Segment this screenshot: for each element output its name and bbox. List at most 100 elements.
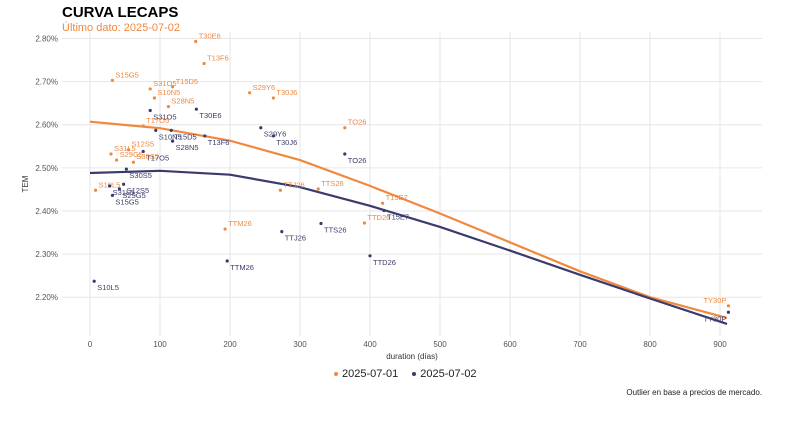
data-point	[319, 221, 323, 226]
point-label: TTJ26	[283, 180, 304, 189]
point-label: S29Y6	[264, 130, 287, 139]
point-label: T15D5	[174, 132, 197, 141]
y-tick-label: 2.30%	[35, 250, 58, 259]
data-point	[92, 279, 96, 283]
y-tick-label: 2.20%	[35, 293, 58, 302]
y-tick-label: 2.60%	[35, 121, 58, 130]
data-point	[169, 128, 173, 132]
legend-marker-series2	[412, 372, 417, 376]
point-label: TTS26	[324, 225, 347, 234]
data-point	[152, 96, 156, 100]
data-point	[124, 167, 128, 171]
data-point	[166, 104, 170, 109]
point-label: S12S5	[127, 186, 150, 195]
point-label: T30E6	[199, 31, 221, 40]
data-point	[202, 61, 206, 66]
point-label: S15G5	[115, 197, 138, 206]
data-point	[141, 149, 145, 154]
point-label: TTD26	[367, 213, 390, 222]
point-label: S12S5	[132, 140, 155, 149]
y-axis-label: TEM	[21, 175, 30, 192]
data-point	[148, 108, 152, 113]
legend-marker-series1	[334, 372, 338, 376]
point-label: S15G5	[115, 70, 138, 79]
data-point	[381, 201, 385, 205]
point-label: T17O5	[146, 116, 169, 125]
point-label: T30J6	[276, 138, 297, 147]
point-label: TO26	[348, 156, 367, 165]
fit-curve-series2	[89, 169, 728, 325]
point-label: TY30P	[703, 314, 726, 323]
y-tick-label: 2.40%	[35, 207, 58, 216]
data-point	[271, 96, 275, 100]
data-point	[194, 39, 198, 44]
y-tick-label: 2.50%	[35, 164, 58, 173]
data-point	[126, 148, 131, 152]
point-label: TO26	[348, 118, 367, 127]
data-point	[343, 126, 347, 130]
data-point	[368, 254, 372, 258]
chart-caption: Outlier en base a precios de mercado.	[626, 388, 762, 397]
data-point	[110, 193, 114, 198]
point-label: S30S5	[136, 152, 159, 161]
x-axis-label: duration (días)	[386, 352, 438, 361]
point-label: TTS26	[321, 179, 344, 188]
point-label: S28N5	[171, 97, 194, 106]
fit-curve-series1	[89, 120, 728, 319]
data-point	[382, 208, 386, 213]
data-point	[122, 182, 126, 186]
x-tick-label: 400	[363, 340, 377, 349]
data-point	[109, 152, 113, 156]
data-point	[259, 126, 263, 130]
x-tick-label: 800	[643, 340, 657, 349]
data-point	[171, 139, 175, 143]
data-point	[280, 230, 284, 234]
point-label: S31L5	[114, 144, 136, 153]
data-point	[108, 184, 112, 188]
point-label: TTM26	[230, 263, 254, 272]
point-label: T13F6	[208, 138, 230, 147]
point-label: TY30P	[703, 296, 726, 305]
data-point	[110, 78, 114, 82]
data-point	[115, 158, 119, 162]
data-point	[248, 91, 252, 95]
data-point	[316, 187, 320, 191]
point-label: TTJ26	[285, 234, 306, 243]
point-label: S30S5	[129, 171, 152, 180]
point-label: S10N5	[159, 132, 182, 141]
point-label: S29Y6	[253, 83, 276, 92]
data-point	[343, 152, 347, 156]
point-label: S29G5	[122, 191, 145, 200]
point-label: T13F6	[207, 53, 229, 62]
x-tick-label: 900	[713, 340, 727, 349]
data-point	[225, 259, 229, 263]
point-label: T17O5	[146, 153, 169, 162]
data-point	[171, 85, 175, 89]
data-point	[203, 134, 207, 138]
data-point	[278, 188, 282, 192]
data-point	[154, 128, 158, 132]
data-point	[194, 107, 198, 111]
point-label: T15E7	[387, 213, 409, 222]
point-label: TTD26	[373, 258, 396, 267]
data-point	[726, 304, 731, 308]
legend-item-series2: 2025-07-02	[412, 368, 477, 380]
chart-title: CURVA LECAPS	[62, 4, 179, 21]
data-point	[141, 124, 145, 128]
x-tick-label: 200	[223, 340, 237, 349]
point-label: S31O5	[153, 79, 176, 88]
data-point	[362, 221, 366, 225]
point-label: S31L5	[113, 188, 135, 197]
point-label: T30J6	[276, 88, 297, 97]
data-point	[131, 160, 135, 164]
point-label: T15E7	[386, 193, 408, 202]
data-point	[223, 227, 227, 231]
point-label: S10N5	[157, 88, 180, 97]
legend-label-series1: 2025-07-01	[342, 368, 399, 380]
x-tick-label: 0	[88, 340, 93, 349]
point-label: S29G5	[120, 150, 143, 159]
chart-legend: 2025-07-01 2025-07-02	[334, 368, 477, 380]
x-tick-label: 100	[153, 340, 167, 349]
data-point	[726, 310, 731, 314]
